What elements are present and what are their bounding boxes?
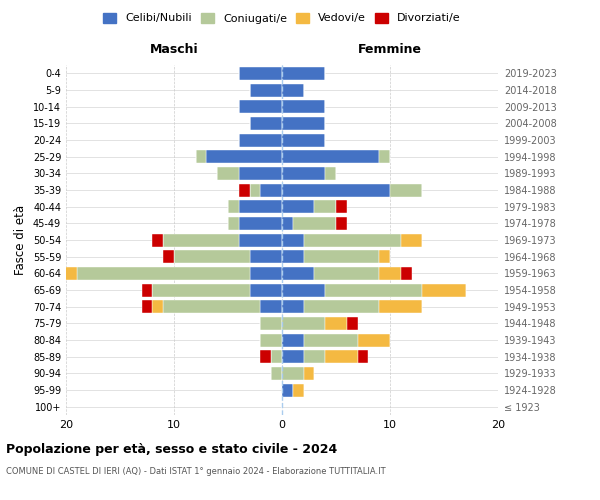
Bar (282, 267, 314, 280)
Bar (142, 300, 152, 313)
Bar (260, 300, 282, 313)
Bar (325, 317, 347, 330)
Bar (239, 134, 282, 146)
Bar (250, 267, 282, 280)
Bar (260, 317, 282, 330)
Bar (34, 267, 55, 280)
Bar (152, 300, 163, 313)
Bar (314, 200, 336, 213)
Bar (325, 350, 358, 363)
Bar (358, 350, 368, 363)
Bar (282, 384, 293, 396)
Bar (282, 134, 325, 146)
Bar (282, 117, 325, 130)
Bar (250, 284, 282, 296)
Bar (282, 217, 293, 230)
Bar (325, 167, 336, 180)
Bar (379, 150, 390, 163)
Bar (239, 100, 282, 113)
Bar (422, 284, 466, 296)
Bar (282, 350, 304, 363)
Bar (250, 117, 282, 130)
Bar (271, 367, 282, 380)
Bar (250, 184, 260, 196)
Bar (304, 334, 358, 346)
Bar (304, 300, 379, 313)
Bar (163, 250, 174, 263)
Bar (163, 234, 239, 246)
Bar (336, 217, 347, 230)
Bar (325, 284, 422, 296)
Text: Femmine: Femmine (358, 43, 422, 56)
Bar (77, 267, 250, 280)
Bar (347, 317, 358, 330)
Text: COMUNE DI CASTEL DI IERI (AQ) - Dati ISTAT 1° gennaio 2024 - Elaborazione TUTTIT: COMUNE DI CASTEL DI IERI (AQ) - Dati IST… (6, 468, 386, 476)
Bar (282, 250, 304, 263)
Text: Maschi: Maschi (149, 43, 199, 56)
Bar (282, 367, 304, 380)
Bar (304, 367, 314, 380)
Bar (250, 84, 282, 96)
Bar (390, 184, 422, 196)
Bar (271, 350, 282, 363)
Bar (196, 150, 206, 163)
Bar (174, 250, 250, 263)
Y-axis label: Fasce di età: Fasce di età (14, 205, 27, 275)
Bar (239, 67, 282, 80)
Bar (379, 267, 401, 280)
Bar (293, 217, 336, 230)
Bar (239, 184, 250, 196)
Bar (282, 200, 314, 213)
Bar (55, 267, 77, 280)
Bar (260, 350, 271, 363)
Bar (282, 100, 325, 113)
Bar (239, 200, 282, 213)
Bar (152, 234, 163, 246)
Bar (282, 300, 304, 313)
Bar (282, 167, 325, 180)
Bar (142, 284, 152, 296)
Bar (314, 267, 379, 280)
Bar (282, 84, 304, 96)
Bar (152, 284, 250, 296)
Text: Popolazione per età, sesso e stato civile - 2024: Popolazione per età, sesso e stato civil… (6, 442, 337, 456)
Bar (282, 150, 379, 163)
Bar (260, 334, 282, 346)
Bar (260, 184, 282, 196)
Bar (358, 334, 390, 346)
Bar (282, 284, 325, 296)
Bar (304, 234, 401, 246)
Bar (282, 334, 304, 346)
Bar (228, 217, 239, 230)
Bar (250, 250, 282, 263)
Bar (228, 200, 239, 213)
Bar (304, 250, 379, 263)
Bar (282, 67, 325, 80)
Bar (282, 234, 304, 246)
Bar (401, 267, 412, 280)
Bar (379, 250, 390, 263)
Bar (239, 234, 282, 246)
Bar (206, 150, 282, 163)
Bar (239, 167, 282, 180)
Bar (293, 384, 304, 396)
Bar (336, 200, 347, 213)
Legend: Celibi/Nubili, Coniugati/e, Vedovi/e, Divorziati/e: Celibi/Nubili, Coniugati/e, Vedovi/e, Di… (99, 8, 465, 28)
Bar (379, 300, 422, 313)
Bar (163, 300, 260, 313)
Bar (401, 234, 422, 246)
Bar (304, 350, 325, 363)
Bar (282, 184, 390, 196)
Bar (239, 217, 282, 230)
Bar (217, 167, 239, 180)
Bar (282, 317, 325, 330)
